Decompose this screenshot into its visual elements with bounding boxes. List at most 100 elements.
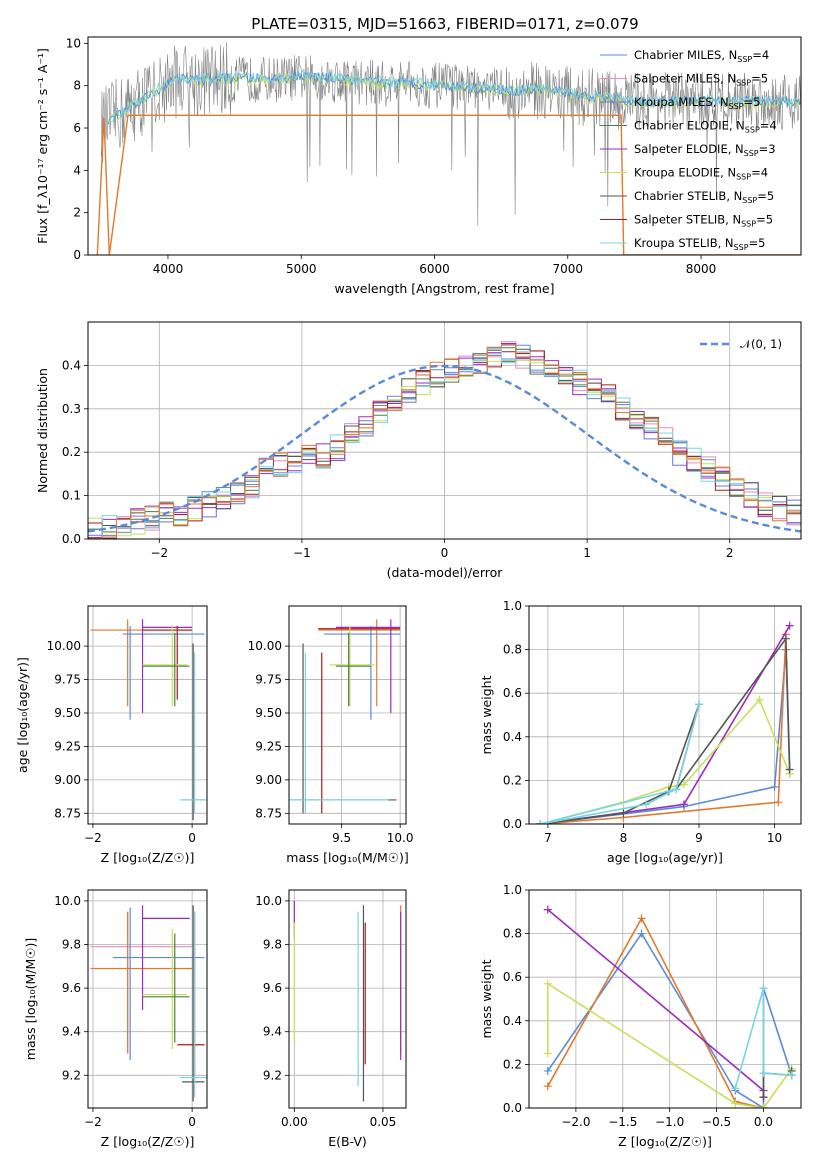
x-axis-label: wavelength [Angstrom, rest frame] bbox=[334, 281, 554, 296]
weight-point-marker bbox=[543, 1082, 552, 1091]
legend-label: Chabrier MILES, NSSP=4 bbox=[634, 48, 769, 64]
y-tick-label: 0.6 bbox=[503, 686, 522, 700]
axes-frame bbox=[87, 321, 802, 540]
x-axis-label: (data-model)/error bbox=[387, 565, 504, 580]
axes-frame bbox=[528, 889, 802, 1109]
y-tick-label: 8.75 bbox=[255, 806, 282, 820]
legend-label: 𝒩(0, 1) bbox=[740, 337, 782, 351]
y-tick-label: 0.6 bbox=[503, 970, 522, 984]
y-tick-label: 0.2 bbox=[62, 445, 81, 459]
weight-point-marker bbox=[759, 1093, 768, 1102]
y-tick-label: 9.00 bbox=[255, 773, 282, 787]
age_vs_Z-errorbars bbox=[90, 619, 207, 820]
histogram-plot-area bbox=[88, 341, 801, 539]
x-tick-label: −2.0 bbox=[561, 1115, 590, 1129]
y-tick-label: 9.75 bbox=[54, 673, 81, 687]
legend-subscript: SSP bbox=[741, 220, 756, 229]
y-tick-label: 0.2 bbox=[503, 773, 522, 787]
y-tick-label: 9.50 bbox=[255, 706, 282, 720]
legend-label: Chabrier ELODIE, NSSP=4 bbox=[634, 119, 777, 135]
weight-point-marker bbox=[619, 809, 628, 818]
y-tick-label: 0.4 bbox=[62, 358, 81, 372]
y-axis-label: mass weight bbox=[479, 675, 494, 754]
x-tick-label: −2 bbox=[84, 1115, 102, 1129]
weight-point-marker bbox=[637, 914, 646, 923]
mass_vs_Z-axes: −2 0 9.2 9.4 9.6 9.8 10.0 Z [log₁₀(Z/Z☉)] mass [… bbox=[23, 890, 207, 1149]
y-tick-label: 9.2 bbox=[62, 1068, 81, 1082]
y-tick-label: 6 bbox=[73, 121, 81, 135]
model-spectrum-line bbox=[107, 72, 801, 125]
weight-point-marker bbox=[695, 700, 703, 709]
y-tick-label: 1.0 bbox=[503, 883, 522, 897]
legend-value: =5 bbox=[756, 213, 773, 227]
y-axis-label: mass weight bbox=[479, 959, 494, 1038]
weight-point-marker bbox=[770, 782, 779, 791]
weight-series-line bbox=[547, 908, 765, 1098]
x-tick-label: 6000 bbox=[419, 262, 450, 276]
y-axis-label: Flux [f_λ10⁻¹⁷ erg cm⁻² s⁻¹ A⁻¹] bbox=[35, 48, 50, 244]
spectrum-legend: Chabrier MILES, NSSP=4 Salpeter MILES, NS… bbox=[600, 48, 777, 252]
legend-value: =3 bbox=[759, 142, 776, 156]
y-tick-label: 9.25 bbox=[255, 739, 282, 753]
x-tick-label: 0 bbox=[188, 831, 196, 845]
x-tick-label: −1.5 bbox=[608, 1115, 637, 1129]
y-tick-label: 4 bbox=[73, 163, 81, 177]
weight-point-marker bbox=[536, 820, 545, 824]
weight-series-line bbox=[540, 703, 700, 824]
y-axis-label: age [log₁₀(age/yr)] bbox=[15, 657, 30, 773]
weight_vs_Z-axes: −2.0 −1.5 −1.0 −0.5 0.0 0.0 0.2 0.4 0.6 0.8 1.0 Z [… bbox=[479, 883, 801, 1149]
age_vs_mass-axes: 9.5 10.0 8.75 9.00 9.25 9.50 9.75 10.00 mass [lo… bbox=[248, 606, 414, 865]
legend-value: =4 bbox=[752, 48, 769, 62]
x-tick-label: 10.0 bbox=[387, 831, 414, 845]
weight_vs_age-axes: 7 8 9 10 0.0 0.2 0.4 0.6 0.8 1.0 age [log₁₀(age/yr… bbox=[479, 599, 801, 865]
x-tick-label: 9.5 bbox=[332, 831, 351, 845]
x-tick-label: −2 bbox=[84, 831, 102, 845]
x-tick-label: 4000 bbox=[153, 262, 184, 276]
y-axis-label: mass [log₁₀(M/M☉)] bbox=[23, 938, 38, 1060]
weight-point-marker bbox=[543, 979, 552, 988]
y-tick-label: 9.6 bbox=[263, 981, 282, 995]
y-tick-label: 9.2 bbox=[263, 1068, 282, 1082]
spectrum-plot-area bbox=[96, 42, 801, 255]
x-tick-label: 0 bbox=[441, 546, 449, 560]
legend-subscript: SSP bbox=[742, 196, 757, 205]
legend-subscript: SSP bbox=[737, 55, 752, 64]
y-tick-label: 0.0 bbox=[62, 532, 81, 546]
legend-subscript: SSP bbox=[736, 79, 751, 88]
x-axis-label: Z [log₁₀(Z/Z☉)] bbox=[101, 1134, 195, 1149]
weight-point-marker bbox=[679, 800, 688, 809]
y-tick-label: 9.6 bbox=[62, 981, 81, 995]
x-axis-label: age [log₁₀(age/yr)] bbox=[607, 850, 723, 865]
normal-distribution-curve bbox=[88, 364, 801, 533]
x-tick-label: 0.0 bbox=[754, 1115, 773, 1129]
weight-point-marker bbox=[543, 905, 552, 914]
y-tick-label: 0.4 bbox=[503, 730, 522, 744]
y-tick-label: 1.0 bbox=[503, 599, 522, 613]
weight-point-marker bbox=[755, 695, 764, 704]
weight-point-marker bbox=[759, 1104, 768, 1108]
legend-subscript: SSP bbox=[736, 173, 751, 182]
weight-point-marker bbox=[672, 785, 681, 794]
legend-subscript: SSP bbox=[734, 243, 749, 252]
y-tick-label: 0.8 bbox=[503, 643, 522, 657]
x-tick-label: 5000 bbox=[286, 262, 317, 276]
weight-point-marker bbox=[731, 1084, 740, 1093]
legend-label: Salpeter STELIB, NSSP=5 bbox=[634, 213, 773, 229]
x-tick-label: −0.5 bbox=[702, 1115, 731, 1129]
y-tick-label: 8 bbox=[73, 79, 81, 93]
weight-series-line bbox=[540, 636, 791, 824]
y-tick-label: 0.4 bbox=[503, 1014, 522, 1028]
y-tick-label: 10.00 bbox=[248, 639, 282, 653]
weight-point-marker bbox=[787, 1071, 796, 1080]
x-tick-label: 0.05 bbox=[370, 1115, 397, 1129]
y-tick-label: 8.75 bbox=[54, 806, 81, 820]
weight-point-marker bbox=[679, 780, 688, 789]
weight-point-marker bbox=[759, 1069, 768, 1078]
weight-point-marker bbox=[637, 929, 646, 938]
observed-spectrum-line bbox=[101, 42, 801, 226]
axes-frame bbox=[288, 605, 407, 825]
y-tick-label: 0.1 bbox=[62, 489, 81, 503]
weight-point-marker bbox=[774, 798, 783, 807]
